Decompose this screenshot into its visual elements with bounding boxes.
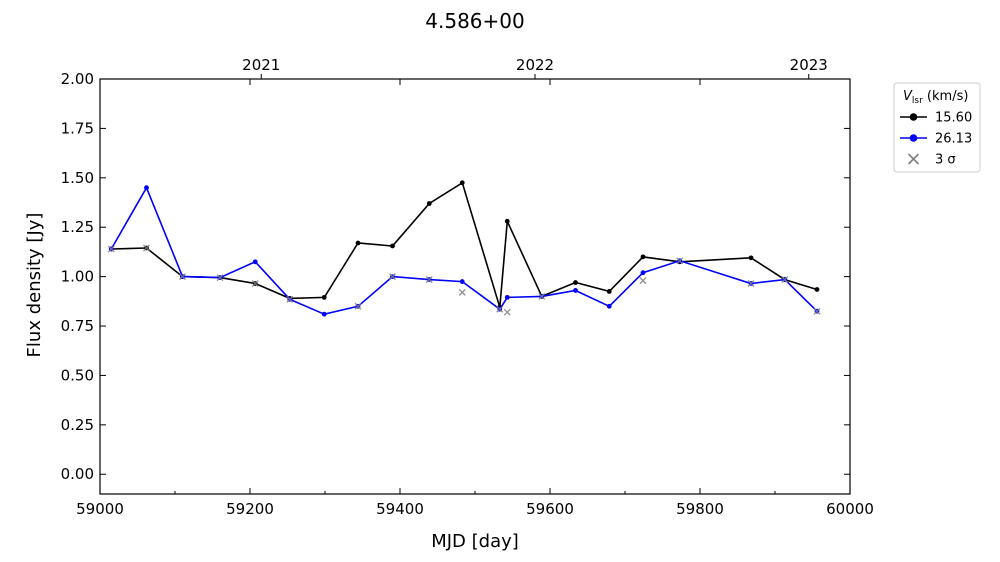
x-tick-label: 59200 [226,500,274,518]
data-point-26.13 [459,279,465,284]
x-tick-label: 59000 [76,500,124,518]
data-point-15.60 [390,243,395,249]
data-point-26.13 [252,259,258,265]
sigma-point [216,274,224,282]
data-point-15.60 [504,218,510,224]
x-axis-title: MJD [day] [431,531,519,552]
legend-title-sub: lsr [912,96,923,106]
sigma-point [639,277,647,285]
legend-box [893,82,981,173]
sigma-point [143,244,150,252]
legend: Vlsr (km/s) 15.60 26.13 3 σ [893,82,981,173]
data-point-26.13 [321,311,327,317]
data-point-15.60 [426,201,432,206]
y-tick-label: 2.00 [61,70,94,88]
legend-title-rest: (km/s) [923,89,969,104]
data-point-15.60 [640,254,646,260]
legend-label-15.60: 15.60 [935,111,972,126]
y-tick-label: 0.25 [61,416,94,434]
legend-title-main: V [903,89,913,104]
sigma-point [286,295,294,303]
sigma-point [496,305,504,313]
y-tick-label: 0.00 [61,465,94,483]
sigma-point [538,292,546,300]
legend-title: Vlsr (km/s) [903,89,968,106]
legend-label-sigma: 3 σ [935,153,956,168]
data-point-15.60 [321,294,327,300]
data-point-15.60 [748,255,754,261]
data-point-15.60 [355,240,361,246]
sigma-point [458,288,466,296]
data-point-15.60 [459,180,465,186]
chart-title: 4.586+00 [425,9,524,33]
sigma-point [389,273,396,281]
data-point-26.13 [504,294,510,300]
y-axis-title: Flux density [Jy] [24,213,45,358]
sigma-point [781,276,789,284]
y-tick-label: 1.50 [61,169,94,187]
data-point-15.60 [814,287,820,292]
data-point-15.60 [573,280,578,285]
legend-label-26.13: 26.13 [935,132,972,147]
x-tick-label: 59800 [676,500,724,518]
sigma-point [179,273,186,281]
data-point-26.13 [144,185,149,191]
x-tick-label: 59400 [376,500,424,518]
y-tick-label: 1.00 [61,268,94,286]
sigma-point [747,280,755,288]
y-tick-label: 0.75 [61,317,94,335]
sigma-point [251,280,259,288]
sigma-point [107,245,115,253]
year-tick-label: 2023 [790,56,828,74]
sigma-point [425,276,433,284]
y-tick-label: 0.50 [61,366,94,384]
series-line-15.60 [111,181,818,308]
data-point-26.13 [573,288,578,293]
data-point-26.13 [640,270,646,276]
year-tick-label: 2022 [516,56,554,74]
sigma-point [676,257,684,265]
y-tick-label: 1.75 [61,119,94,137]
plot-frame [99,78,851,495]
legend-sigma-marker [907,153,920,165]
legend-marker-15.60 [909,113,918,121]
x-tick-label: 60000 [826,500,874,518]
sigma-point [503,308,511,316]
year-tick-label: 2021 [242,56,280,74]
legend-marker-26.13 [909,134,918,142]
sigma-point [354,302,362,310]
data-point-26.13 [606,303,612,309]
sigma-point [813,307,821,315]
plot-area: 59000 59200 59400 59600 59800 60000 2021 2022 20… [61,56,874,518]
data-point-15.60 [606,289,612,294]
y-tick-label: 1.25 [61,218,94,236]
x-tick-label: 59600 [526,500,574,518]
